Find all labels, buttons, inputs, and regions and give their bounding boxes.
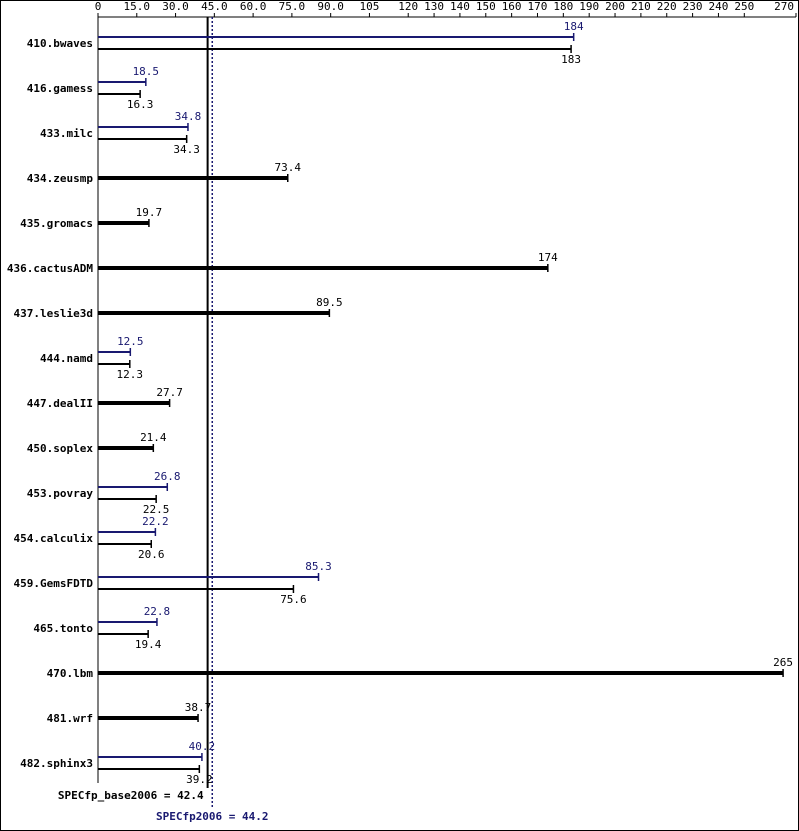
x-tick-label: 105 bbox=[360, 0, 380, 13]
bar bbox=[98, 756, 202, 758]
bar bbox=[98, 351, 131, 353]
category-label: 454.calculix bbox=[14, 532, 94, 545]
reference-label: SPECfp_base2006 = 42.4 bbox=[58, 789, 204, 802]
category-label: 437.leslie3d bbox=[14, 307, 93, 320]
x-tick-label: 240 bbox=[709, 0, 729, 13]
x-tick-label: 190 bbox=[579, 0, 599, 13]
value-label: 39.2 bbox=[186, 773, 213, 786]
category-label: 434.zeusmp bbox=[27, 172, 94, 185]
value-label: 27.7 bbox=[156, 386, 183, 399]
value-label: 22.2 bbox=[142, 515, 169, 528]
x-tick-label: 180 bbox=[553, 0, 573, 13]
bar bbox=[98, 671, 784, 675]
category-label: 433.milc bbox=[40, 127, 93, 140]
bar bbox=[98, 126, 188, 128]
value-label: 19.4 bbox=[135, 638, 162, 651]
x-tick-label: 15.0 bbox=[124, 0, 151, 13]
x-tick-label: 200 bbox=[605, 0, 625, 13]
category-label: 447.dealII bbox=[27, 397, 93, 410]
x-tick-label: 140 bbox=[450, 0, 470, 13]
reference-label: SPECfp2006 = 44.2 bbox=[156, 810, 269, 823]
bar bbox=[98, 221, 149, 225]
value-label: 12.3 bbox=[117, 368, 144, 381]
value-label: 21.4 bbox=[140, 431, 167, 444]
category-label: 444.namd bbox=[40, 352, 93, 365]
value-label: 85.3 bbox=[305, 560, 332, 573]
value-label: 12.5 bbox=[117, 335, 144, 348]
category-label: 453.povray bbox=[27, 487, 94, 500]
x-tick-label: 250 bbox=[734, 0, 754, 13]
bar bbox=[98, 716, 199, 720]
value-label: 73.4 bbox=[275, 161, 302, 174]
x-tick-label: 160 bbox=[502, 0, 522, 13]
value-label: 22.8 bbox=[144, 605, 171, 618]
value-label: 38.7 bbox=[185, 701, 212, 714]
category-label: 436.cactusADM bbox=[7, 262, 93, 275]
value-label: 174 bbox=[538, 251, 558, 264]
value-label: 34.8 bbox=[175, 110, 202, 123]
value-label: 20.6 bbox=[138, 548, 165, 561]
value-label: 22.5 bbox=[143, 503, 170, 516]
category-label: 482.sphinx3 bbox=[20, 757, 93, 770]
value-label: 89.5 bbox=[316, 296, 343, 309]
x-tick-label: 170 bbox=[528, 0, 548, 13]
bar bbox=[98, 621, 157, 623]
bar bbox=[98, 363, 130, 365]
bar bbox=[98, 401, 170, 405]
category-label: 459.GemsFDTD bbox=[14, 577, 94, 590]
x-tick-label: 45.0 bbox=[201, 0, 228, 13]
x-tick-label: 90.0 bbox=[317, 0, 344, 13]
x-tick-label: 150 bbox=[476, 0, 496, 13]
category-label: 481.wrf bbox=[47, 712, 93, 725]
bar bbox=[98, 81, 146, 83]
value-label: 18.5 bbox=[133, 65, 160, 78]
value-label: 184 bbox=[564, 20, 584, 33]
bar bbox=[98, 768, 200, 770]
bar bbox=[98, 93, 141, 95]
bar bbox=[98, 543, 152, 545]
category-label: 465.tonto bbox=[33, 622, 93, 635]
x-tick-label: 270 bbox=[774, 0, 794, 13]
value-label: 26.8 bbox=[154, 470, 181, 483]
bar bbox=[98, 138, 187, 140]
bar bbox=[98, 498, 157, 500]
category-label: 470.lbm bbox=[47, 667, 94, 680]
x-tick-label: 75.0 bbox=[279, 0, 306, 13]
category-label: 435.gromacs bbox=[20, 217, 93, 230]
value-label: 19.7 bbox=[136, 206, 163, 219]
category-label: 416.gamess bbox=[27, 82, 93, 95]
x-tick-label: 210 bbox=[631, 0, 651, 13]
value-label: 34.3 bbox=[173, 143, 200, 156]
bar bbox=[98, 176, 288, 180]
x-tick-label: 230 bbox=[683, 0, 703, 13]
x-tick-label: 120 bbox=[398, 0, 418, 13]
bar bbox=[98, 446, 154, 450]
bar bbox=[98, 266, 548, 270]
value-label: 40.2 bbox=[189, 740, 216, 753]
bar bbox=[98, 576, 319, 578]
category-label: 410.bwaves bbox=[27, 37, 93, 50]
value-label: 16.3 bbox=[127, 98, 154, 111]
value-label: 265 bbox=[773, 656, 793, 669]
bar bbox=[98, 36, 574, 38]
x-tick-label: 130 bbox=[424, 0, 444, 13]
category-label: 450.soplex bbox=[27, 442, 94, 455]
x-tick-label: 30.0 bbox=[162, 0, 189, 13]
value-label: 75.6 bbox=[280, 593, 307, 606]
bar bbox=[98, 633, 149, 635]
bar bbox=[98, 48, 572, 50]
bar bbox=[98, 486, 168, 488]
bar bbox=[98, 311, 330, 315]
bar bbox=[98, 531, 156, 533]
bar bbox=[98, 588, 294, 590]
x-tick-label: 0 bbox=[95, 0, 102, 13]
value-label: 183 bbox=[561, 53, 581, 66]
x-tick-label: 60.0 bbox=[240, 0, 267, 13]
x-tick-label: 220 bbox=[657, 0, 677, 13]
